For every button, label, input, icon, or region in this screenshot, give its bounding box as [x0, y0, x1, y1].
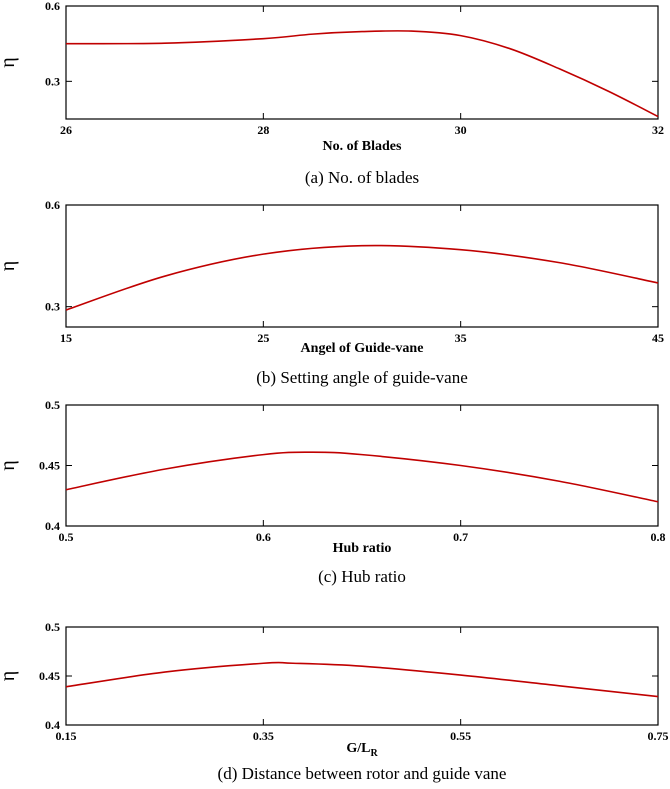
y-tick-label: 0.45 [39, 669, 60, 683]
x-tick-label: 30 [455, 123, 467, 137]
chart-1: 26 28 30 32 0.3 0.6 No. of Blades η (a) No. of b… [0, 0, 664, 187]
y-tick-label: 0.4 [45, 519, 60, 533]
series-line [65, 30, 659, 118]
y-tick-label: 0.4 [45, 718, 60, 732]
x-tick-label: 0.75 [648, 729, 669, 743]
plot-frame [65, 204, 659, 328]
y-axis-label: η [0, 671, 19, 681]
x-axis-label: No. of Blades [323, 139, 403, 154]
x-tick-label: 0.8 [651, 530, 666, 544]
series-line [65, 451, 659, 503]
x-tick-label: 26 [60, 123, 72, 137]
x-tick-label: 0.5 [59, 530, 74, 544]
x-tick-label: 28 [257, 123, 269, 137]
x-tick-label: 0.15 [56, 729, 77, 743]
y-tick-label: 0.3 [45, 300, 60, 314]
x-tick-label: 0.7 [453, 530, 468, 544]
x-tick-label: 25 [257, 331, 269, 345]
chart-2: 15 25 35 45 0.3 0.6 Angel of Guide-vane η (b) Se… [0, 198, 664, 387]
x-axis-label-text: G/L [346, 741, 370, 756]
y-axis-label: η [0, 460, 19, 470]
x-tick-label: 0.35 [253, 729, 274, 743]
series-line [65, 244, 659, 311]
x-tick-label: 0.6 [256, 530, 271, 544]
x-axis-label-text: Angel of Guide-vane [301, 341, 424, 356]
x-axis-label-text: No. of Blades [323, 139, 403, 154]
y-axis-label: η [0, 261, 19, 271]
series-line [65, 661, 659, 698]
chart-3: 0.5 0.6 0.7 0.8 0.4 0.45 0.5 Hub ratio η (c) Hub … [0, 398, 666, 586]
chart-caption: (d) Distance between rotor and guide van… [218, 764, 507, 783]
x-tick-label: 0.55 [450, 729, 471, 743]
x-axis-label: Angel of Guide-vane [301, 341, 424, 356]
chart-4: 0.150.350.550.750.40.450.5G/LRη(d) Dista… [0, 620, 669, 783]
x-tick-label: 45 [652, 331, 664, 345]
x-axis-label-text: Hub ratio [333, 541, 392, 556]
y-tick-label: 0.3 [45, 74, 60, 88]
y-tick-label: 0.5 [45, 398, 60, 412]
x-axis-label: Hub ratio [333, 541, 392, 556]
y-tick-label: 0.6 [45, 198, 60, 212]
y-axis-label: η [0, 57, 19, 67]
x-axis-label: G/LR [346, 741, 378, 759]
chart-caption: (a) No. of blades [305, 168, 419, 187]
x-tick-label: 35 [455, 331, 467, 345]
plot-frame [65, 5, 659, 120]
x-axis-label-subscript: R [370, 748, 378, 759]
x-tick-label: 15 [60, 331, 72, 345]
plot-frame [65, 626, 659, 726]
x-tick-label: 32 [652, 123, 664, 137]
y-tick-label: 0.45 [39, 459, 60, 473]
chart-caption: (b) Setting angle of guide-vane [256, 368, 468, 387]
plot-frame [65, 404, 659, 527]
y-tick-label: 0.6 [45, 0, 60, 13]
chart-caption: (c) Hub ratio [318, 567, 406, 586]
y-tick-label: 0.5 [45, 620, 60, 634]
